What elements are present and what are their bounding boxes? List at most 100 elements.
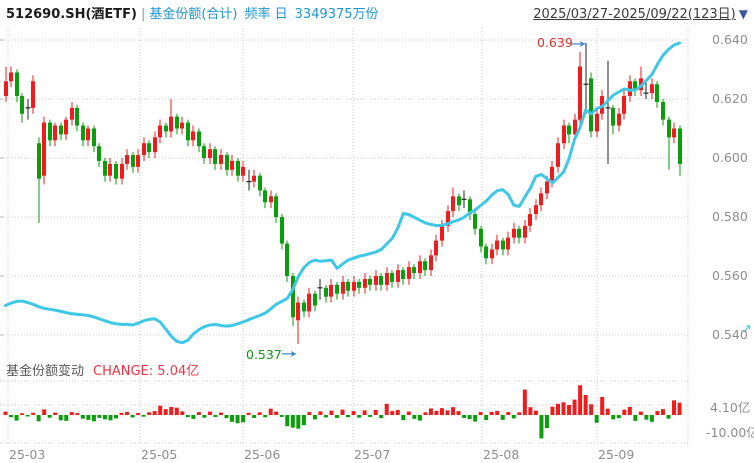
candle-body	[672, 128, 676, 138]
candle-body	[225, 155, 229, 170]
x-axis-label: 25-07	[354, 447, 391, 462]
candle-body	[479, 228, 483, 247]
x-axis-label: 25-03	[9, 447, 46, 462]
share-change-bar	[86, 415, 91, 420]
share-change-bar	[185, 415, 190, 418]
candle-body	[108, 163, 112, 176]
price-axis-label: 0.560	[712, 268, 748, 283]
legend: 512690.SH(酒ETF) | 基金份额(合计) 频率 日 3349375万份	[6, 3, 379, 22]
candle-body	[75, 107, 79, 126]
share-change-bar	[174, 407, 179, 415]
candle-body	[346, 281, 350, 291]
chevron-down-icon[interactable]: ▼	[738, 7, 748, 21]
share-change-bar	[495, 410, 500, 415]
date-range-label[interactable]: 2025/03/27-2025/09/22(123日)	[533, 7, 736, 22]
sub-axis-label: 4.10亿	[710, 400, 751, 415]
candle-body	[9, 72, 13, 82]
candle-body	[164, 125, 168, 132]
candle-body	[589, 78, 593, 132]
candle-body	[423, 261, 427, 271]
share-change-bar	[478, 412, 483, 415]
candle-body	[661, 101, 665, 120]
candle-body	[37, 143, 41, 179]
candle-body	[131, 155, 135, 167]
share-change-bar	[91, 415, 96, 422]
candle-body	[539, 193, 543, 206]
candle-body	[202, 146, 206, 158]
share-change-bar	[296, 415, 301, 429]
annotation-arrowhead	[291, 350, 296, 357]
share-change-bar	[130, 415, 135, 418]
corner-cursor-icon[interactable]: ↗	[741, 322, 752, 337]
candle-body	[562, 125, 566, 144]
candle-body	[379, 276, 383, 285]
share-change-bar	[451, 407, 456, 415]
x-axis-label: 25-09	[598, 447, 635, 462]
share-change-bar	[456, 411, 461, 415]
candle-body	[501, 240, 505, 250]
share-change-bar	[544, 415, 549, 429]
candle-body	[241, 166, 245, 176]
share-change-bar	[484, 415, 489, 421]
share-change-bar	[9, 415, 14, 418]
share-change-bar	[169, 406, 174, 415]
candle-body	[352, 281, 356, 291]
separator: |	[140, 7, 146, 22]
candle-body	[258, 175, 262, 191]
share-change-bar	[528, 407, 533, 415]
share-change-bar	[147, 412, 152, 415]
candle-body	[114, 163, 118, 179]
candle-body	[86, 128, 90, 141]
share-change-bar	[462, 415, 467, 418]
share-change-bar	[390, 411, 395, 415]
share-total-line	[4, 41, 682, 345]
share-change-bar	[125, 411, 130, 415]
candle-body	[169, 116, 173, 132]
candle-body	[512, 228, 516, 238]
candle-body	[307, 293, 311, 312]
share-change-bar	[252, 415, 257, 418]
candle-body	[324, 287, 328, 297]
candle-body	[578, 66, 582, 120]
share-change-bar	[406, 411, 411, 415]
candle-body	[313, 293, 317, 306]
share-change-bar	[511, 415, 516, 419]
share-change-bar	[290, 415, 295, 428]
price-axis-label: 0.640	[712, 32, 748, 47]
candle-body	[611, 107, 615, 126]
share-change-bar	[412, 415, 417, 419]
share-change-bar	[600, 396, 605, 415]
date-range-control[interactable]: 2025/03/27-2025/09/22(123日) ▼	[533, 3, 748, 22]
share-change-bar	[368, 415, 373, 417]
share-change-bar	[230, 415, 235, 422]
share-change-bar	[20, 413, 25, 415]
candle-body	[92, 128, 96, 147]
candle-body	[407, 267, 411, 279]
share-change-bar	[467, 415, 472, 420]
share-change-bar	[362, 410, 367, 415]
candle-body	[191, 131, 195, 141]
candle-body	[70, 107, 74, 120]
share-change-bar	[346, 415, 351, 418]
candle-body	[418, 261, 422, 274]
candle-body	[368, 278, 372, 285]
share-change-bar	[561, 402, 566, 415]
share-change-bar	[660, 409, 665, 415]
share-change-bar	[439, 408, 444, 415]
share-change-bar	[279, 415, 284, 417]
share-change-bar	[445, 410, 450, 415]
share-change-bar	[224, 415, 229, 419]
share-change-bar	[3, 411, 8, 415]
share-change-bar	[335, 415, 339, 418]
candle-body	[523, 225, 527, 238]
share-change-bar	[384, 403, 389, 415]
share-change-bar	[318, 411, 323, 415]
x-axis-label: 25-05	[141, 447, 178, 462]
share-change-bar	[80, 415, 85, 419]
candle-body	[556, 143, 560, 167]
share-change-bar	[622, 409, 627, 415]
price-axis-label: 0.540	[712, 327, 748, 342]
share-change-bar	[97, 415, 102, 418]
